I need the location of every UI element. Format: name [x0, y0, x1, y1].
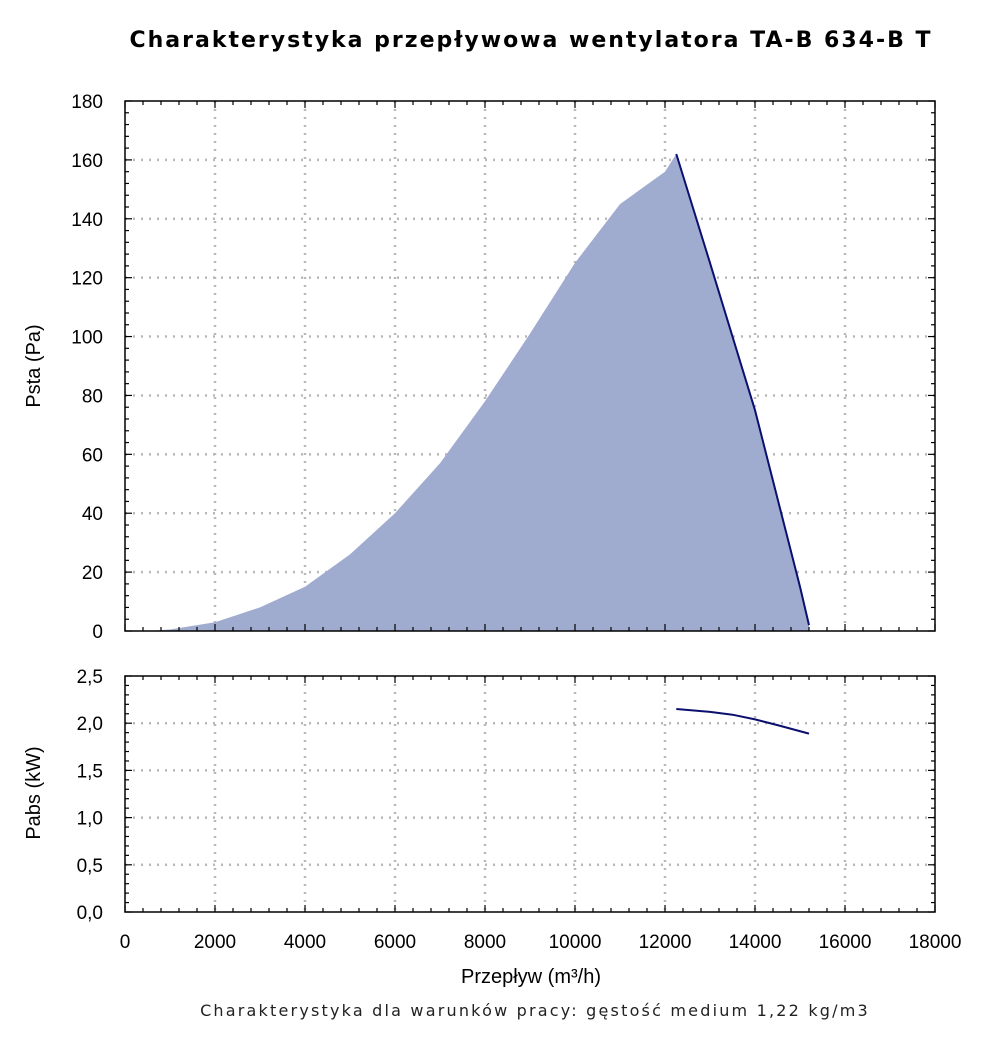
y-tick-label: 2,0: [77, 714, 103, 735]
chart-title: Charakterystyka przepływowa wentylatora …: [129, 28, 932, 53]
y-tick-label: 0,0: [77, 903, 103, 924]
x-tick-label: 6000: [374, 932, 416, 953]
y-tick-label: 60: [82, 445, 103, 466]
y-axis-label-pressure: Psta (Pa): [23, 324, 45, 407]
x-tick-label: 0: [120, 932, 131, 953]
y-tick-label: 20: [82, 563, 103, 584]
pressure-panel: 0 20 40 60 80 100 120 140 160 180: [71, 92, 936, 643]
y-tick-label: 160: [71, 151, 103, 172]
pressure-curve-edge: [675, 153, 810, 626]
x-tick-label: 2000: [194, 932, 236, 953]
plot-frame: [124, 100, 936, 632]
y-tick-label: 120: [71, 269, 103, 290]
y-tick-label: 1,5: [77, 761, 103, 782]
y-tick-label: 2,5: [77, 667, 103, 688]
y-tick-label: 0: [92, 622, 103, 643]
y-tick-label: 40: [82, 504, 103, 525]
x-tick-label: 18000: [909, 932, 962, 953]
pressure-area: [147, 154, 809, 631]
plot-frame: [124, 675, 936, 913]
x-tick-label: 16000: [819, 932, 872, 953]
y-tick-label: 80: [82, 386, 103, 407]
y-tick-label: 100: [71, 328, 103, 349]
y-tick-label: 180: [71, 92, 103, 113]
x-tick-label: 4000: [284, 932, 326, 953]
x-tick-label: 12000: [639, 932, 692, 953]
chart-footnote: Charakterystyka dla warunków pracy: gęst…: [200, 1001, 870, 1020]
y-tick-label: 1,0: [77, 809, 103, 830]
y-tick-label: 140: [71, 210, 103, 231]
power-curve: [676, 708, 810, 735]
x-tick-label: 14000: [729, 932, 782, 953]
x-axis-label: Przepływ (m³/h): [461, 966, 601, 988]
x-tick-label: 8000: [464, 932, 506, 953]
y-tick-label: 0,5: [77, 856, 103, 877]
x-axis-ticks: 0 2000 4000 6000 8000 10000 12000 14000 16000 180…: [120, 932, 962, 953]
x-tick-label: 10000: [549, 932, 602, 953]
power-panel: 0,0 0,5 1,0 1,5 2,0 2,5: [77, 667, 936, 924]
y-axis-label-power: Pabs (kW): [23, 746, 45, 839]
